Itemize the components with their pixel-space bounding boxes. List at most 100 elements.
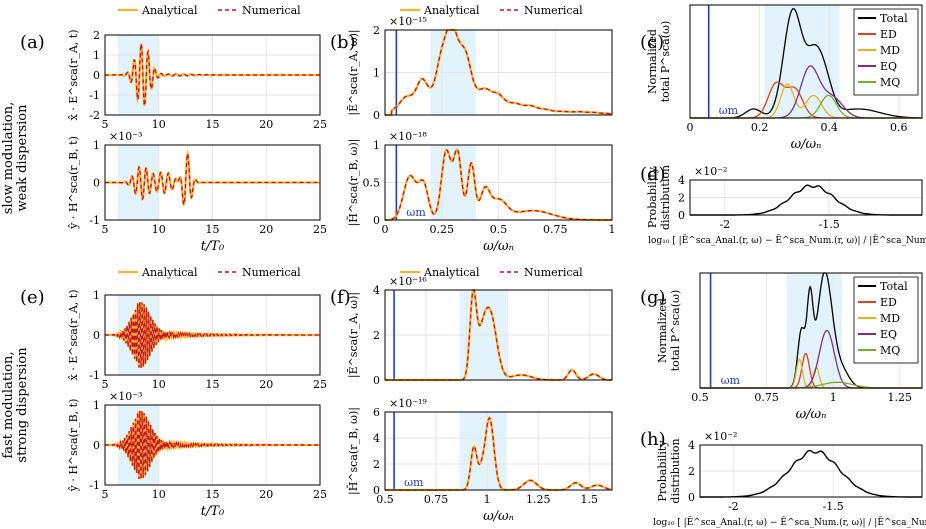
legend-numerical: Numerical [242, 266, 301, 279]
axes-frame [104, 404, 321, 486]
y-tick-label: 2 [688, 465, 695, 478]
x-tick-label: 25 [313, 488, 327, 501]
panel-d: -2-1.5-1420×10⁻²Probabilitydistributionl… [640, 164, 926, 246]
y-tick-label: 4 [678, 174, 685, 187]
legend-entry: MD [880, 312, 900, 325]
y-tick-label: 2 [373, 24, 380, 37]
y-tick-label: 1 [93, 139, 100, 152]
row-label-top-2: weak dispersion [15, 104, 30, 212]
x-tick-label: -1.5 [823, 500, 844, 513]
y-tick-label: 0 [373, 214, 380, 227]
x-tick-label: 1.25 [888, 391, 913, 404]
legend-entry: Total [880, 12, 908, 25]
y-tick-label: 2 [373, 458, 380, 471]
scale-note: ×10⁻¹⁵ [389, 15, 427, 28]
panel-label: (g) [640, 287, 666, 308]
legend-top-a: Analytical Numerical [118, 4, 301, 17]
x-tick-label: 0.5 [376, 493, 394, 506]
y-axis-label: x̂ · E^sca(r_A, t) [67, 29, 80, 120]
x-tick-label: 0.25 [430, 223, 455, 236]
x-tick-label: 1.5 [581, 493, 599, 506]
scale-note: ×10⁻¹⁶ [389, 275, 427, 288]
y-tick-label: 1 [373, 67, 380, 80]
omega-m-label: ωm [406, 206, 426, 219]
axes-frame [384, 411, 613, 491]
y-tick-label: 2 [93, 29, 100, 42]
x-tick-label: 15 [206, 223, 220, 236]
x-tick-label: 0.4 [820, 121, 838, 134]
y-axis-label: total P^sca(ω) [659, 21, 672, 103]
scale-note: ×10⁻¹⁸ [389, 130, 427, 143]
y-axis-label: ŷ · H^sca(r_B, t) [67, 136, 80, 230]
axes-frame [699, 444, 923, 498]
x-tick-label: 15 [206, 118, 220, 131]
y-tick-label: -1 [89, 89, 100, 102]
panel-label: (d) [640, 164, 666, 185]
legend-entry: MQ [880, 76, 900, 89]
y-axis-label: Probability [656, 440, 669, 502]
panel-b: 2 1 0 ×10⁻¹⁵ |Ē^sca(r_A, ω)|(b) [330, 15, 613, 122]
x-tick-label: 0.75 [424, 493, 449, 506]
axes-frame [689, 179, 923, 216]
row-label-bottom-1: fast modulation, [1, 351, 16, 458]
x-tick-label: 25 [313, 378, 327, 391]
y-tick-label: -1 [89, 479, 100, 492]
axes-frame [104, 294, 321, 376]
legend-analytical: Analytical [141, 266, 198, 279]
legend-numerical: Numerical [524, 266, 583, 279]
x-tick-label: 15 [206, 488, 220, 501]
x-tick-label: 1 [484, 493, 491, 506]
x-tick-label: 0.6 [890, 121, 908, 134]
series-numerical [385, 148, 612, 221]
y-tick-label: -1 [89, 214, 100, 227]
y-tick-label: 0 [688, 491, 695, 504]
x-tick-label: 10 [152, 488, 166, 501]
panel-label: (b) [330, 32, 356, 53]
scale-note: ×10⁻¹⁹ [389, 397, 427, 410]
x-tick-label: -1.5 [819, 218, 840, 231]
y-axis-label: x̂ · E^sca(r_A, t) [67, 289, 80, 380]
panel-label: (c) [640, 32, 664, 53]
x-tick-label: 20 [259, 488, 273, 501]
x-tick-label: 20 [259, 223, 273, 236]
x-axis-label: t/T₀ [201, 504, 225, 519]
y-tick-label: 0 [373, 109, 380, 122]
x-tick-label: 10 [152, 118, 166, 131]
y-tick-label: 0 [93, 439, 100, 452]
y-tick-label: 4 [688, 439, 695, 452]
scale-note: ×10⁻² [694, 165, 727, 178]
y-tick-label: 2 [678, 192, 685, 205]
x-tick-label: 20 [259, 378, 273, 391]
panel-f2: 0.5 0.75 1 1.25 1.5 6 4 2 0 ωm ×10⁻¹⁹ |H̄^sca(r_B, … [347, 397, 613, 524]
legend-top-b: Analytical Numerical [400, 4, 583, 17]
y-tick-label: 0 [93, 177, 100, 190]
y-tick-label: 6 [373, 406, 380, 419]
legend-numerical: Numerical [242, 4, 301, 17]
x-axis-label: ω/ωₙ [483, 239, 514, 254]
axes-frame [384, 289, 613, 381]
panel-h: -2-1.5-1420×10⁻²Probabilitydistributionl… [640, 429, 926, 528]
x-tick-label: 0.2 [751, 121, 769, 134]
y-axis-label: total P^sca(ω) [669, 290, 682, 372]
y-tick-label: -2 [89, 109, 100, 122]
y-tick-label: 2 [373, 329, 380, 342]
y-axis-label: Probability [646, 166, 659, 228]
panel-label: (a) [20, 32, 45, 53]
scale-note: ×10⁻³ [109, 390, 142, 403]
x-tick-label: 20 [259, 118, 273, 131]
scale-note: ×10⁻³ [109, 130, 142, 143]
x-axis-label: ω/ωₙ [483, 509, 514, 524]
legend-box [853, 276, 919, 364]
axes-frame [384, 29, 613, 116]
x-axis-label: t/T₀ [201, 239, 225, 254]
legend-top-f: Analytical Numerical [400, 266, 583, 279]
x-tick-label: 1.25 [526, 493, 551, 506]
x-tick-label: 5 [102, 223, 109, 236]
legend-box [853, 8, 919, 96]
y-tick-label: 0 [373, 484, 380, 497]
row-label-top-1: slow modulation, [1, 102, 16, 214]
x-axis-label: log₁₀ [ |Ē^sca_Anal.(r, ω) − Ē^sca_Num.(… [653, 516, 926, 528]
